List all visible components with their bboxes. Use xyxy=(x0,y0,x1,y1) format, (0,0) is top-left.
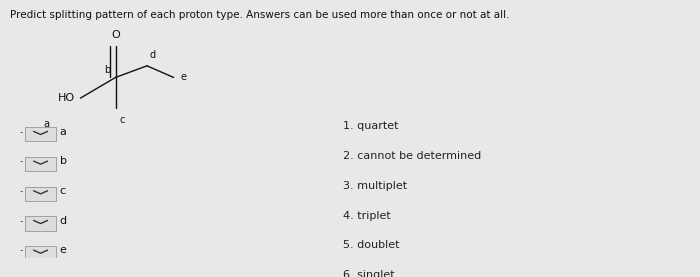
Text: O: O xyxy=(111,30,120,40)
Text: -: - xyxy=(20,127,22,137)
Text: Predict splitting pattern of each proton type. Answers can be used more than onc: Predict splitting pattern of each proton… xyxy=(10,10,510,20)
Text: -: - xyxy=(20,216,22,226)
Text: HO: HO xyxy=(58,93,75,103)
FancyBboxPatch shape xyxy=(25,127,56,142)
FancyBboxPatch shape xyxy=(25,216,56,230)
Text: -: - xyxy=(20,186,22,196)
Text: a: a xyxy=(43,119,50,129)
FancyBboxPatch shape xyxy=(25,246,56,260)
Text: b: b xyxy=(104,65,110,75)
Text: e: e xyxy=(60,245,66,255)
Text: b: b xyxy=(60,156,66,166)
Text: 5. doublet: 5. doublet xyxy=(343,240,400,250)
Text: -: - xyxy=(20,245,22,255)
Text: 2. cannot be determined: 2. cannot be determined xyxy=(343,151,482,161)
Text: 1. quartet: 1. quartet xyxy=(343,122,398,132)
Text: 4. triplet: 4. triplet xyxy=(343,211,391,220)
FancyBboxPatch shape xyxy=(25,157,56,171)
Text: c: c xyxy=(119,115,125,125)
Text: d: d xyxy=(150,50,156,60)
Text: d: d xyxy=(60,216,66,226)
Text: e: e xyxy=(181,73,187,83)
Text: c: c xyxy=(60,186,66,196)
Text: 6. singlet: 6. singlet xyxy=(343,270,395,277)
Text: -: - xyxy=(20,156,22,166)
Text: 3. multiplet: 3. multiplet xyxy=(343,181,407,191)
Text: a: a xyxy=(60,127,66,137)
FancyBboxPatch shape xyxy=(25,187,56,201)
